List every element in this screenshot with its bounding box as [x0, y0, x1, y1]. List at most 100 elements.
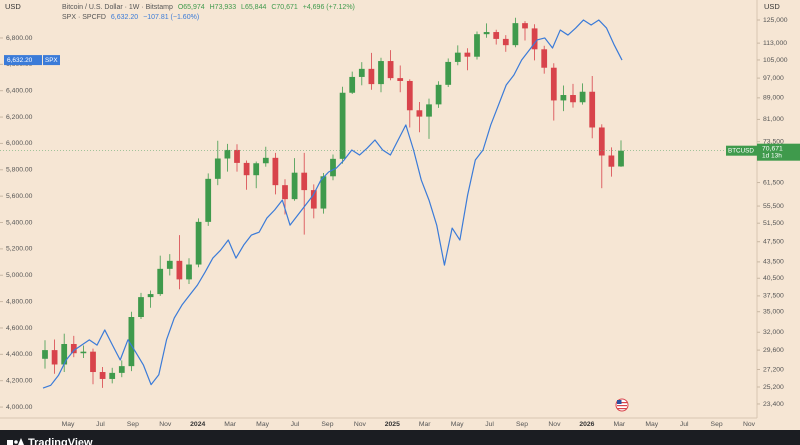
candle-body — [272, 157, 279, 186]
candle-body — [310, 190, 317, 209]
chart-background — [0, 0, 800, 430]
candle-body — [320, 176, 327, 209]
candle-body — [147, 294, 154, 298]
candle-body — [51, 350, 58, 365]
y-tick-label: 5,000.00 — [6, 272, 33, 279]
y-tick-label: 5,600.00 — [6, 193, 33, 200]
y-unit: USD — [5, 2, 21, 11]
x-tick-label: Sep — [127, 421, 139, 428]
y-tick-label: 5,200.00 — [6, 246, 33, 253]
y-tick-label: 6,200.00 — [6, 114, 33, 121]
y-tick-label: 4,000.00 — [6, 404, 33, 411]
y-tick-label: 5,400.00 — [6, 219, 33, 226]
y2-tick-label: 25,200 — [763, 384, 784, 391]
x-tick-label: Nov — [548, 421, 561, 428]
x-tick-label: 2026 — [579, 421, 594, 428]
y-tick-label: 4,600.00 — [6, 325, 33, 332]
candle-body — [166, 260, 173, 269]
x-tick-label: 2024 — [190, 421, 205, 428]
candle-body — [579, 91, 586, 103]
spx-change: −107.81 (−1.60%) — [143, 14, 199, 21]
candle-body — [61, 343, 68, 365]
plot-layer: 4,000.00 4,200.00 4,400.00 4,600.00 4,800.00… — [0, 17, 800, 428]
candle-body — [301, 172, 308, 191]
candle-body — [387, 61, 394, 79]
btc-low: L65,844 — [241, 4, 266, 11]
candle-body — [618, 150, 624, 167]
btc-change: +4,696 (+7.12%) — [303, 4, 355, 11]
candle-body — [80, 351, 87, 354]
candle-body — [358, 68, 365, 77]
y-tick-label: 6,000.00 — [6, 140, 33, 147]
candle-body — [214, 158, 221, 179]
candle-body — [512, 23, 519, 46]
candle-body — [330, 158, 336, 177]
last-price-badge — [757, 143, 800, 161]
btc-high: H73,933 — [210, 4, 237, 11]
candle-body — [349, 76, 356, 93]
y2-tick-label: 113,000 — [763, 40, 787, 47]
y2-tick-label: 32,000 — [763, 329, 784, 336]
footer-bar — [0, 430, 800, 445]
candle-body — [138, 297, 144, 318]
candle-body — [570, 95, 576, 103]
footer-logo — [7, 438, 24, 445]
y2-tick-label: 27,200 — [763, 366, 784, 373]
candle-body — [397, 78, 404, 81]
candle-body — [406, 80, 413, 111]
candle-body — [608, 155, 615, 167]
y-tick-label: 4,200.00 — [6, 377, 33, 384]
y2-tick-label: 47,500 — [763, 239, 784, 246]
candle-body — [550, 67, 557, 101]
y2-tick-label: 37,500 — [763, 293, 784, 300]
candle-body — [291, 172, 298, 200]
y-tick-label: 6,800.00 — [6, 35, 33, 42]
candle-body — [195, 221, 202, 265]
y2-tick-label: 23,400 — [763, 401, 784, 408]
y2-unit: USD — [764, 2, 780, 11]
candle-body — [42, 350, 48, 359]
candle-body — [282, 185, 288, 200]
y2-tick-label: 89,000 — [763, 95, 784, 102]
candle-body — [176, 260, 183, 280]
candle-body — [502, 38, 509, 46]
series-name: SPX — [45, 57, 58, 64]
candle-body — [118, 366, 125, 373]
y2-tick-label: 73,500 — [763, 138, 784, 145]
y2-tick-label: 35,000 — [763, 309, 784, 316]
x-tick-label: May — [62, 421, 75, 428]
candle-body — [435, 84, 442, 105]
candle-body — [474, 34, 480, 57]
x-tick-label: Sep — [321, 421, 333, 428]
last-value-badge — [4, 55, 42, 66]
y2-tick-label: 125,000 — [763, 17, 788, 24]
y-tick-label: 4,800.00 — [6, 298, 33, 305]
countdown-label: 1d 13h — [762, 152, 782, 159]
candle-body — [589, 91, 596, 128]
btc-open: O65,974 — [178, 4, 205, 11]
last-price-label: 70,671 — [762, 145, 783, 152]
x-tick-label: Mar — [224, 421, 236, 428]
y2-tick-label: 97,000 — [763, 75, 784, 82]
series-name: BTCUSD — [728, 147, 754, 154]
candle-body — [205, 178, 212, 222]
candle-body — [109, 372, 116, 379]
candle-body — [262, 157, 269, 164]
y-tick-label: 6,400.00 — [6, 87, 33, 94]
y2-tick-label: 105,000 — [763, 57, 788, 64]
spx-legend: SPX · SPCFD — [62, 14, 106, 21]
candle-body — [531, 28, 538, 50]
candle-body — [90, 351, 96, 373]
candle-body — [598, 127, 605, 156]
x-tick-label: Mar — [419, 421, 431, 428]
candle-body — [128, 317, 135, 367]
candle-body — [186, 264, 192, 280]
spx-price: 6,632.20 — [111, 14, 138, 21]
spx-line — [42, 19, 623, 389]
event-flag — [615, 398, 629, 412]
btc-legend-line: Bitcoin / U.S. Dollar · 1W · Bitstamp O6… — [62, 4, 355, 11]
candle-body — [445, 61, 452, 85]
y2-tick-label: 81,000 — [763, 116, 784, 123]
candle-body — [454, 52, 461, 62]
x-tick-label: Nov — [159, 421, 172, 428]
